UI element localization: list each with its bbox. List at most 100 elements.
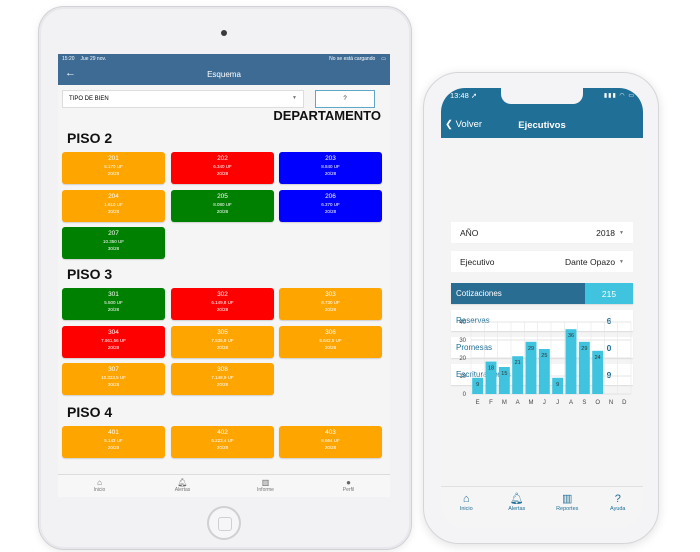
unit-card[interactable]: 402 6.223,4 UF 20/28 (171, 426, 274, 458)
chevron-down-icon: ▼ (619, 229, 624, 236)
unit-card[interactable]: 304 7.961,56 UF 20/28 (62, 325, 165, 358)
x-tick-label: E (476, 400, 480, 406)
stat-cotizaciones[interactable]: Cotizaciones 215 (451, 283, 633, 304)
unit-card[interactable]: 201 5.170 UF 20/28 (62, 152, 165, 184)
stat-label: Promesas (456, 343, 493, 352)
chevron-down-icon: ▼ (619, 258, 624, 265)
unit-ratio: 20/28 (324, 208, 337, 214)
unit-ratio: 20/28 (324, 344, 337, 350)
unit-ratio: 20/28 (107, 307, 120, 312)
unit-number: 403 (325, 429, 336, 436)
unit-price: 7.535,8 UF (211, 337, 234, 343)
data-label: 21 (515, 360, 521, 366)
unit-card[interactable]: 301 5.500 UF 20/28 (62, 288, 165, 320)
tab-label: Alertas (508, 506, 526, 512)
stat-value: 215 (585, 283, 633, 304)
unit-number: 308 (217, 366, 228, 373)
unit-price: 1.610 UF (104, 201, 123, 207)
stat-label: Escrituraciones (456, 370, 511, 379)
stat-value: 0 (606, 342, 612, 353)
phone-device: 13:48 ➚ ▮▮▮ ◠ ▭ ❮ Volver Ejecutivos AÑO … (423, 72, 659, 544)
unit-price: 5.143 UF (104, 438, 123, 443)
unit-card[interactable]: 401 5.143 UF 20/28 (62, 426, 165, 458)
bar (538, 349, 550, 394)
unit-card[interactable]: 207 10.350 UF 30/28 (62, 227, 165, 259)
tab-label: Inicio (93, 487, 106, 493)
unit-card[interactable]: 203 8.840 UF 20/28 (279, 152, 382, 184)
unit-card[interactable]: 302 6.149,8 UF 20/28 (171, 288, 274, 320)
help-icon: ? (614, 493, 621, 505)
chevron-down-icon: ▼ (292, 95, 297, 101)
back-button[interactable]: ❮ Volver (445, 119, 483, 130)
unit-card[interactable]: 303 8.730 UF 20/28 (279, 288, 382, 320)
data-label: 29 (581, 346, 587, 352)
data-label: 36 (568, 333, 574, 339)
unit-card[interactable]: 204 1.610 UF 30/28 (62, 189, 165, 222)
bell-icon: 🔔︎ (509, 493, 524, 505)
tab-inicio[interactable]: ⌂ Inicio (441, 487, 492, 528)
unit-ratio: 20/28 (216, 445, 229, 450)
unit-ratio: 20/28 (324, 445, 337, 450)
bar (552, 377, 564, 394)
tablet-screen: 15:20 Jue 29 nov. No se está cargando ▭ … (58, 54, 390, 497)
battery-icon: ▭ (381, 56, 386, 62)
data-label: 25 (541, 353, 547, 359)
tab-label: Perfil (342, 487, 355, 493)
bar-chart-icon: ▥ (261, 478, 270, 487)
home-button[interactable] (207, 506, 241, 540)
help-button[interactable]: ? (315, 90, 375, 108)
floor-label: PISO 3 (67, 266, 113, 282)
y-tick-label: 40 (459, 320, 466, 326)
unit-card[interactable]: 305 7.535,8 UF 20/28 (171, 325, 274, 358)
data-label: 29 (528, 346, 534, 352)
unit-card[interactable]: 206 6.370 UF 20/28 (279, 189, 382, 222)
unit-price: 10.333,5 UF (101, 375, 126, 380)
x-tick-label: J (556, 400, 559, 406)
phone-header: 13:48 ➚ ▮▮▮ ◠ ▭ ❮ Volver Ejecutivos (441, 88, 643, 138)
executive-select[interactable]: Ejecutivo Dante Opazo ▼ (451, 251, 633, 272)
unit-ratio: 20/28 (107, 445, 120, 450)
tab-informe[interactable]: ▥ Informe (224, 475, 307, 497)
bar (472, 377, 484, 394)
unit-number: 206 (325, 192, 336, 200)
tab-alertas[interactable]: 🔔︎ Alertas (492, 487, 543, 528)
back-arrow-icon[interactable]: ← (65, 67, 76, 79)
unit-ratio: 20/28 (324, 307, 337, 312)
bar-chart-icon: ▥ (562, 493, 573, 505)
year-select[interactable]: AÑO 2018 ▼ (451, 222, 633, 243)
property-type-select[interactable]: TIPO DE BIEN ▼ (62, 90, 304, 108)
tab-inicio[interactable]: ⌂ Inicio (58, 475, 141, 497)
unit-ratio: 20/28 (216, 382, 229, 387)
unit-price: 8.840 UF (321, 164, 340, 169)
floor-label: PISO 2 (67, 130, 113, 146)
unit-card[interactable]: 308 7.148,9 UF 20/28 (171, 363, 274, 395)
unit-card[interactable]: 205 8.080 UF 20/28 (171, 189, 274, 222)
select-value: TIPO DE BIEN (69, 96, 109, 102)
bar (512, 356, 524, 394)
home-icon: ⌂ (462, 493, 470, 505)
data-label: 15 (501, 371, 507, 377)
unit-card[interactable]: 202 6.340 UF 20/28 (171, 152, 274, 184)
filter-bar: TIPO DE BIEN ▼ ? (58, 85, 390, 115)
stat-reservas[interactable]: Reservas 6 (451, 310, 633, 331)
unit-ratio: 20/28 (216, 344, 229, 350)
tab-ayuda[interactable]: ? Ayuda (593, 487, 644, 528)
tab-reportes[interactable]: ▥ Reportes (542, 487, 593, 528)
unit-number: 205 (217, 192, 228, 200)
unit-price: 6.223,4 UF (211, 438, 234, 443)
status-time: 15:20 (62, 56, 75, 62)
tablet-tab-bar: ⌂ Inicio 🔔︎ Alertas ▥ Informe ● Perfil (58, 474, 390, 497)
tab-alertas[interactable]: 🔔︎ Alertas (141, 475, 224, 497)
tab-perfil[interactable]: ● Perfil (307, 475, 390, 497)
section-heading: DEPARTAMENTO (273, 108, 381, 123)
x-tick-label: D (622, 400, 627, 406)
unit-card[interactable]: 306 5.642,5 UF 20/28 (279, 325, 382, 358)
stat-value: 9 (606, 369, 612, 380)
tablet-device: 15:20 Jue 29 nov. No se está cargando ▭ … (38, 6, 412, 550)
bar (578, 341, 590, 394)
tab-label: Inicio (459, 506, 473, 512)
unit-card[interactable]: 403 8.664 UF 20/28 (279, 426, 382, 458)
unit-ratio: 20/28 (107, 344, 120, 350)
bar (592, 350, 604, 394)
unit-card[interactable]: 307 10.333,5 UF 30/28 (62, 363, 165, 395)
